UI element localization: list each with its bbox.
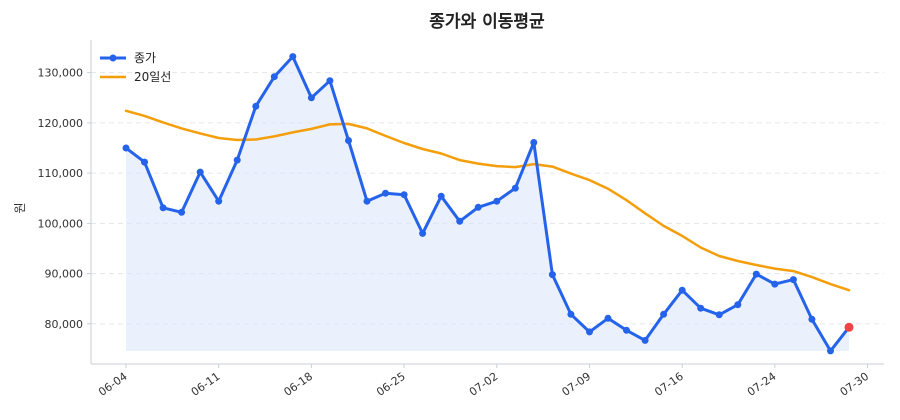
close-line bbox=[124, 55, 851, 353]
close-point-30 bbox=[678, 286, 686, 294]
x-tick-label: 06-25 bbox=[374, 370, 408, 399]
plot-points bbox=[122, 53, 854, 355]
close-point-22 bbox=[530, 139, 538, 146]
close-point-34 bbox=[752, 270, 760, 278]
close-point-25 bbox=[586, 328, 593, 336]
close-point-14 bbox=[382, 189, 389, 197]
x-tick-label: 07-24 bbox=[745, 370, 779, 399]
x-tick-label: 07-02 bbox=[467, 370, 501, 399]
close-point-38 bbox=[827, 347, 834, 355]
close-point-35 bbox=[771, 280, 779, 288]
y-tick-labels: 80,000 90,000 100,000 110,000 120,000 130,000 bbox=[38, 67, 84, 331]
close-point-5 bbox=[215, 197, 223, 205]
close-point-0 bbox=[122, 144, 130, 152]
legend-close-label: 종가 bbox=[134, 51, 156, 65]
close-point-18 bbox=[456, 217, 464, 225]
close-point-6 bbox=[233, 156, 241, 164]
close-point-26 bbox=[604, 314, 612, 322]
close-point-10 bbox=[307, 94, 315, 102]
y-tick-label: 120,000 bbox=[38, 117, 84, 130]
close-point-2 bbox=[159, 204, 167, 212]
close-point-36 bbox=[789, 276, 797, 284]
close-point-last bbox=[844, 322, 854, 332]
close-point-1 bbox=[141, 158, 148, 166]
close-point-23 bbox=[548, 271, 556, 279]
chart-title: 종가와 이동평균 bbox=[429, 12, 545, 32]
x-tick-label: 06-04 bbox=[96, 370, 130, 399]
axes bbox=[87, 40, 884, 368]
close-point-37 bbox=[808, 315, 816, 323]
y-tick-label: 90,000 bbox=[45, 268, 84, 281]
y-tick-label: 110,000 bbox=[38, 167, 84, 180]
close-point-3 bbox=[178, 208, 186, 216]
close-point-12 bbox=[345, 137, 352, 144]
y-tick-label: 100,000 bbox=[38, 217, 84, 230]
legend-close-marker bbox=[109, 54, 117, 62]
close-point-4 bbox=[196, 168, 204, 176]
x-tick-label: 07-09 bbox=[560, 370, 594, 399]
y-tick-label: 130,000 bbox=[38, 67, 84, 80]
close-point-11 bbox=[326, 77, 334, 85]
close-point-28 bbox=[641, 336, 649, 344]
x-tick-label: 06-11 bbox=[189, 370, 223, 399]
close-point-17 bbox=[437, 192, 445, 200]
close-point-9 bbox=[289, 53, 297, 61]
close-point-31 bbox=[697, 304, 705, 312]
close-point-27 bbox=[623, 326, 630, 334]
y-tick-label: 80,000 bbox=[45, 318, 84, 331]
close-point-15 bbox=[400, 191, 408, 199]
x-tick-labels: 06-04 06-11 06-18 06-25 07-02 07-09 07-16 07-24… bbox=[96, 370, 871, 399]
x-tick-label: 07-16 bbox=[652, 370, 686, 399]
x-tick-label: 06-18 bbox=[281, 370, 315, 399]
close-point-21 bbox=[511, 184, 519, 192]
close-point-7 bbox=[252, 102, 260, 110]
legend: 종가 20일선 bbox=[100, 51, 171, 84]
plot-lines bbox=[124, 55, 851, 353]
close-point-20 bbox=[493, 197, 501, 205]
close-point-8 bbox=[270, 73, 278, 81]
close-point-33 bbox=[734, 301, 742, 309]
close-point-32 bbox=[715, 311, 723, 319]
legend-ma-label: 20일선 bbox=[134, 70, 171, 84]
x-tick-label: 07-30 bbox=[838, 370, 872, 399]
close-point-19 bbox=[474, 203, 482, 211]
close-point-16 bbox=[419, 229, 427, 237]
y-axis-label: 원 bbox=[13, 202, 27, 213]
ma20-line bbox=[124, 109, 851, 292]
close-point-24 bbox=[567, 310, 575, 318]
close-point-29 bbox=[660, 310, 668, 318]
close-point-13 bbox=[363, 197, 371, 205]
